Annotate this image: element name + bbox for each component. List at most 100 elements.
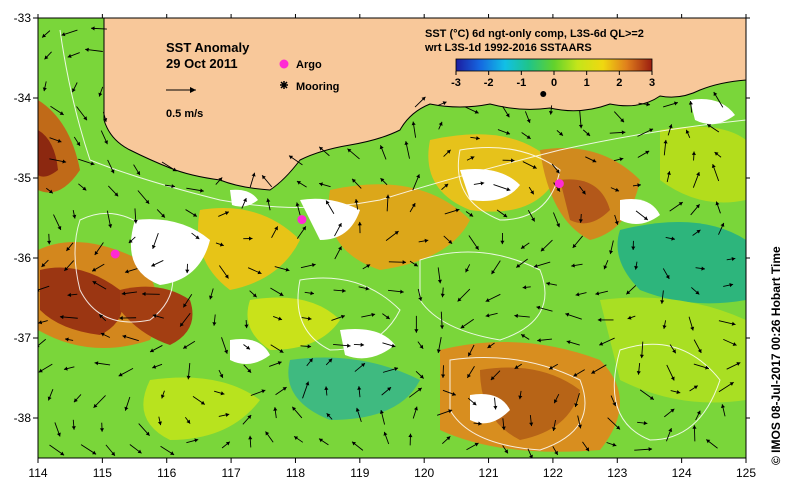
current-arrow	[522, 161, 537, 169]
current-arrow	[688, 100, 693, 113]
x-tick-label: 115	[93, 466, 112, 480]
current-arrow	[151, 260, 164, 267]
current-arrow	[325, 358, 333, 366]
current-arrow	[80, 444, 97, 455]
current-arrow	[546, 281, 558, 286]
current-arrow	[50, 105, 64, 116]
current-arrow	[54, 422, 61, 437]
current-arrow	[502, 445, 509, 454]
current-arrow	[468, 235, 479, 250]
current-arrow	[71, 82, 78, 93]
current-arrow	[582, 441, 590, 452]
current-arrow	[520, 334, 530, 340]
current-arrow	[524, 111, 531, 124]
current-arrow	[572, 235, 583, 249]
current-arrow	[99, 422, 105, 432]
current-arrow	[49, 158, 67, 164]
current-arrow	[273, 315, 283, 321]
current-arrow	[244, 320, 249, 329]
current-arrow	[357, 386, 362, 398]
credit-text: © IMOS 08-Jul-2017 00:26 Hobart Time	[769, 246, 783, 465]
current-arrow	[609, 130, 626, 135]
y-tick-label: -38	[14, 411, 32, 425]
x-tick-label: 124	[672, 466, 692, 480]
current-arrow	[614, 214, 619, 225]
current-arrow	[691, 287, 700, 295]
current-arrow	[666, 171, 671, 183]
current-arrow	[333, 343, 351, 348]
map-plot-area	[38, 18, 746, 458]
current-arrow	[133, 208, 138, 224]
current-arrow	[533, 261, 551, 268]
current-arrow	[626, 285, 637, 295]
current-arrow	[334, 222, 342, 237]
current-arrow	[358, 286, 370, 291]
current-arrow	[266, 198, 271, 211]
current-arrow	[326, 412, 333, 420]
current-arrow	[466, 156, 475, 161]
current-arrow	[92, 280, 107, 290]
current-arrow	[552, 419, 557, 432]
current-arrow	[300, 263, 316, 269]
current-arrow	[71, 419, 76, 430]
current-arrow	[548, 363, 559, 370]
current-arrow	[443, 235, 453, 245]
current-arrow	[693, 339, 702, 354]
current-arrow	[184, 416, 191, 424]
current-arrow	[385, 194, 390, 212]
current-arrow	[129, 444, 142, 454]
map-title: SST Anomaly	[166, 40, 250, 55]
current-arrow	[63, 366, 75, 371]
current-arrow	[100, 332, 111, 338]
current-arrow	[514, 313, 530, 318]
current-arrow	[639, 389, 655, 401]
current-arrow	[381, 386, 392, 396]
current-arrow	[133, 164, 141, 176]
current-arrow	[441, 365, 446, 378]
current-arrow	[61, 29, 78, 37]
current-arrow	[571, 263, 583, 268]
current-arrow	[634, 447, 653, 452]
current-arrow	[582, 129, 591, 137]
current-arrow	[66, 242, 74, 252]
current-arrow	[241, 197, 247, 209]
y-tick-label: -37	[14, 331, 32, 345]
current-arrow	[466, 366, 475, 379]
colorbar-tick-label: 3	[649, 77, 655, 89]
current-arrow	[574, 393, 580, 408]
current-arrow	[575, 292, 587, 297]
current-arrow	[334, 246, 342, 260]
current-arrow	[409, 260, 419, 267]
current-arrow	[417, 341, 424, 350]
current-arrow	[540, 239, 553, 252]
current-arrow	[107, 159, 115, 174]
current-arrow	[414, 96, 426, 108]
current-arrow	[218, 412, 230, 417]
current-arrow	[296, 226, 307, 239]
current-arrow	[215, 177, 223, 185]
current-arrow	[465, 211, 474, 217]
current-arrow	[67, 52, 80, 58]
colorbar-tick-label: 0	[551, 77, 557, 89]
current-arrow	[436, 337, 442, 354]
current-arrow	[437, 267, 442, 284]
current-arrow	[221, 337, 229, 354]
x-tick-label: 122	[543, 466, 563, 480]
current-arrow	[152, 363, 163, 369]
current-arrow	[270, 344, 284, 353]
current-arrow	[493, 397, 498, 410]
current-arrow	[689, 385, 699, 392]
current-arrow	[91, 263, 105, 272]
current-arrow	[662, 320, 667, 329]
current-arrow	[250, 389, 266, 396]
current-arrow	[527, 209, 536, 222]
current-arrow	[552, 446, 559, 456]
current-arrow	[441, 183, 449, 190]
current-arrow	[666, 364, 675, 381]
current-arrow	[688, 316, 695, 331]
current-arrow	[692, 425, 697, 442]
current-arrow	[106, 210, 113, 228]
current-arrow	[185, 209, 198, 217]
current-arrow	[565, 312, 582, 320]
